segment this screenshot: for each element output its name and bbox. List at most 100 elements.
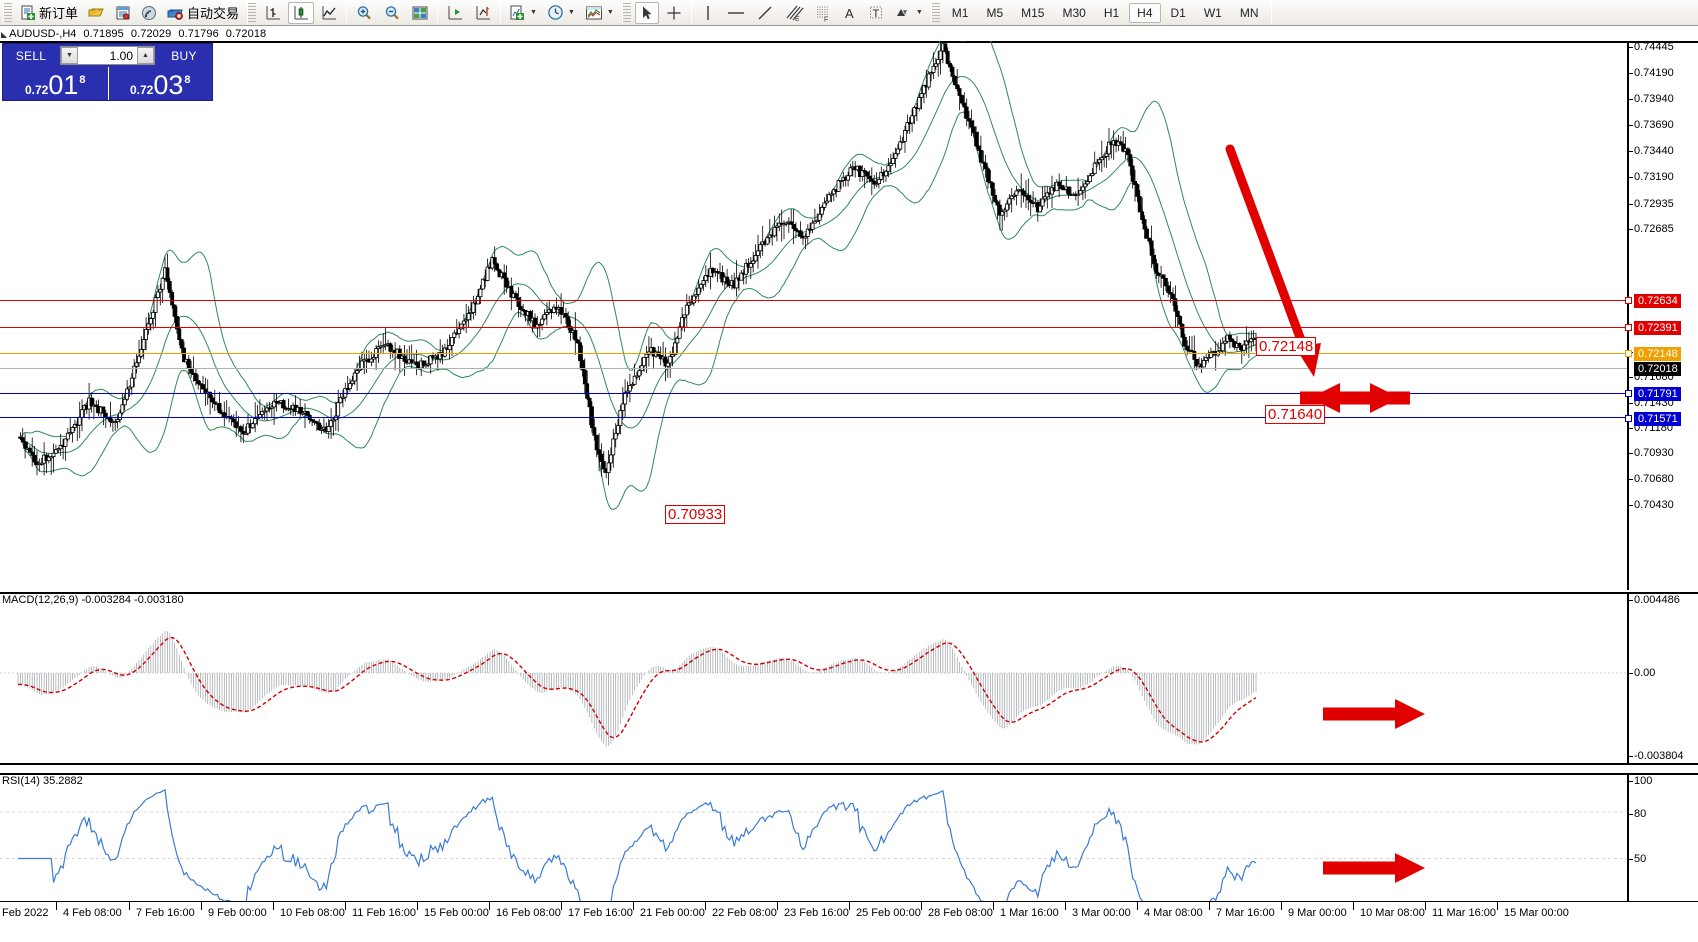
toolbar-grip-2[interactable] [247,2,257,23]
candlestick-chart-button[interactable] [288,1,315,24]
vertical-line-tool-button[interactable] [696,2,720,24]
sell-price[interactable]: 0.72 01 8 [3,67,108,100]
price-tag-0.72391[interactable]: 0.72391 [1625,321,1681,335]
buy-button[interactable]: BUY [171,48,197,63]
price-tag-handle[interactable] [1625,415,1632,422]
expert-advisors-button[interactable] [84,2,109,24]
time-tick-bar [921,902,922,910]
timeframe-d1[interactable]: D1 [1170,5,1186,20]
chart-container[interactable]: 0.72148 0.71640 0.70933 0.74445 0.74190 0.… [0,41,1698,942]
zoom-in-button[interactable] [351,2,377,24]
cursor-tool-button[interactable] [634,1,659,24]
equidistant-channel-button[interactable]: E [780,2,808,24]
level-line-resistance-1 [0,300,1627,301]
channel-icon: E [786,5,804,22]
price-tag-handle[interactable] [1625,390,1632,397]
toolbar-separator-2 [437,2,439,23]
volume-increase-button[interactable]: ▲ [137,47,154,64]
price-tag-0.72634[interactable]: 0.72634 [1625,294,1681,308]
timeframe-m15[interactable]: M15 [1021,5,1045,20]
new-order-button[interactable]: 新订单 [16,2,82,24]
volume-decrease-button[interactable]: ▼ [61,47,78,64]
volume-stepper[interactable]: ▼ 1.00 ▲ [60,46,155,65]
time-tick-bar [56,902,57,910]
symbol-name: AUDUSD-,H4 [9,28,77,40]
timeframe-mn[interactable]: MN [1239,5,1259,20]
chart-autoscroll-button[interactable] [470,2,496,24]
period-button[interactable]: ▼ [543,2,579,24]
chevron-down-icon-period[interactable]: ▼ [567,9,575,16]
text-icon: A [845,6,854,21]
toolbar-separator-4 [690,2,692,23]
one-click-trading-panel[interactable]: SELL ▼ 1.00 ▲ BUY 0.72 01 8 0.72 03 8 [2,43,213,101]
time-tick-19: 10 Mar 08:00 [1353,902,1425,919]
timeframe-m5[interactable]: M5 [986,5,1004,20]
chart-shift-button[interactable] [442,2,468,24]
text-label-tool-button[interactable]: T [864,2,888,24]
arrows-tool-button[interactable]: ▼ [890,2,927,24]
price-tag-handle[interactable] [1625,350,1632,357]
price-tag-handle[interactable] [1625,324,1632,331]
toolbar-grip-4[interactable] [930,2,940,23]
sell-button[interactable]: SELL [15,48,47,63]
time-tick-7: 16 Feb 08:00 [489,902,561,919]
time-tick-16: 4 Mar 08:00 [1137,902,1203,919]
text-tool-button[interactable]: A [838,2,862,24]
callout-71640: 0.71640 [1265,405,1326,424]
terminal-button[interactable] [111,2,135,24]
line-chart-button[interactable] [316,2,342,24]
zoom-in-icon [357,5,371,19]
autotrading-button[interactable]: 自动交易 [163,2,243,24]
chart-menu-arrow-icon[interactable]: ◣ [1,29,8,39]
toolbar-separator-1 [346,2,348,23]
toolbar-grip-3[interactable] [621,2,631,23]
crosshair-icon [667,6,681,19]
macd-axis-line [1627,592,1629,765]
template-icon [585,6,602,19]
price-tick-3: 0.73690 [1628,119,1674,131]
toolbar-grip[interactable] [3,2,12,23]
chevron-down-icon-arrows[interactable]: ▼ [915,9,923,16]
price-tick-dash [1628,73,1633,74]
vertical-line-icon [707,5,709,20]
price-pane[interactable]: 0.72148 0.71640 0.70933 0.74445 0.74190 0.… [0,41,1698,590]
macd-chart-canvas [0,630,1627,747]
price-tag-handle[interactable] [1625,297,1632,304]
time-tick-bar [345,902,346,910]
crosshair-tool-button[interactable] [661,2,687,24]
tile-windows-icon [412,6,428,19]
buy-price-prefix: 0.72 [129,83,154,97]
time-tick-bar [201,902,202,910]
time-tick-bar [489,902,490,910]
templates-button[interactable]: ▼ [581,2,618,24]
chart-grid-button[interactable] [407,2,433,24]
horizontal-line-tool-button[interactable] [722,2,750,24]
volume-input[interactable]: 1.00 [109,48,133,63]
bar-chart-button[interactable] [260,2,286,24]
time-tick-bar [1425,902,1426,910]
price-tag-0.72018[interactable]: 0.72018 [1634,362,1681,376]
timeframe-h1[interactable]: H1 [1103,5,1120,20]
macd-down-arrow [1323,699,1425,729]
price-tag-0.71571[interactable]: 0.71571 [1625,412,1681,426]
trendline-tool-button[interactable] [752,2,778,24]
fibonacci-tool-button[interactable]: F [810,2,836,24]
chevron-down-icon-templates[interactable]: ▼ [606,9,614,16]
price-tick-5: 0.73190 [1628,171,1674,183]
folder-yellow-icon [88,8,104,16]
market-watch-button[interactable] [137,2,161,24]
timeframe-m30[interactable]: M30 [1062,5,1086,20]
macd-pane[interactable]: MACD(12,26,9) -0.003284 -0.003180 0.0044… [0,592,1698,765]
timeframe-w1[interactable]: W1 [1203,5,1222,20]
svg-text:F: F [824,16,828,22]
indicators-button[interactable]: ▼ [505,2,541,24]
price-tag-0.71791[interactable]: 0.71791 [1625,387,1681,401]
timeframe-h4[interactable]: H4 [1129,2,1161,23]
price-tick-6: 0.72935 [1628,198,1674,210]
buy-price[interactable]: 0.72 03 8 [107,67,213,100]
zoom-out-button[interactable] [379,2,405,24]
chevron-down-icon-indicators[interactable]: ▼ [530,9,537,16]
price-tag-0.72148[interactable]: 0.72148 [1625,347,1681,361]
price-chart-canvas [17,41,1258,510]
timeframe-m1[interactable]: M1 [951,5,969,20]
